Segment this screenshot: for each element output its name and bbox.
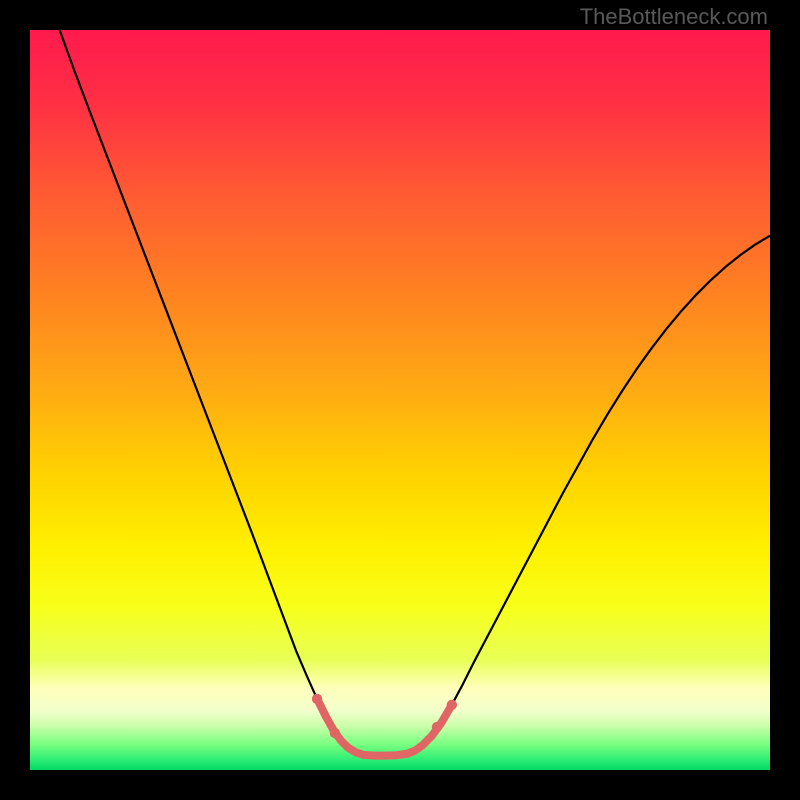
chart-stage: TheBottleneck.com [0,0,800,800]
watermark-text: TheBottleneck.com [580,4,768,30]
bottom-overlay-curve [317,699,452,756]
plot-area [30,30,770,770]
bottleneck-curve [60,30,770,756]
dot-left-2 [330,728,340,738]
dot-right-2 [447,700,457,710]
dot-left-1 [312,694,322,704]
dot-right-1 [432,722,442,732]
curve-layer [30,30,770,770]
